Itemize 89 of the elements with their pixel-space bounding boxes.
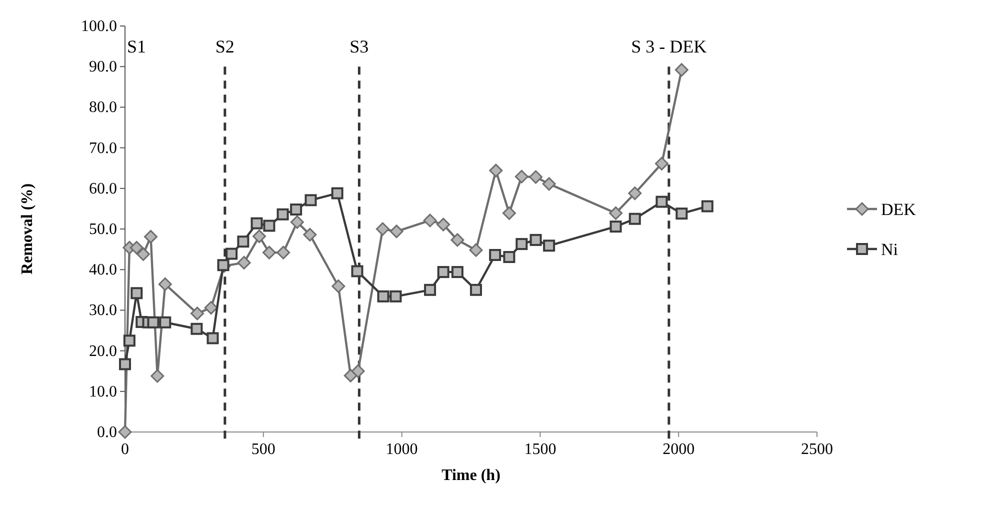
point: [136, 247, 150, 261]
point: [237, 236, 250, 248]
y-tick-label: 30.0: [89, 302, 117, 320]
point: [150, 369, 164, 383]
point: [252, 230, 266, 244]
point: [424, 284, 436, 296]
y-tick-label: 100.0: [81, 18, 117, 35]
x-tick-label: 2500: [801, 441, 833, 458]
point: [654, 156, 668, 170]
point: [332, 279, 346, 293]
x-tick-label: 1500: [524, 441, 556, 458]
point: [226, 248, 238, 260]
point: [529, 170, 543, 184]
y-tick-label: 60.0: [89, 180, 117, 198]
point: [390, 290, 402, 302]
point: [543, 240, 556, 252]
point: [674, 63, 688, 77]
point: [502, 206, 516, 220]
point: [351, 265, 364, 278]
y-tick-label: 50.0: [89, 221, 117, 238]
point: [470, 284, 482, 296]
point: [376, 222, 390, 236]
point: [469, 243, 483, 257]
point: [144, 230, 158, 244]
point: [119, 358, 131, 370]
point: [542, 177, 556, 191]
y-tick-label: 0.0: [97, 424, 117, 441]
point: [437, 266, 450, 278]
point: [609, 206, 623, 220]
ref-line-label: S3: [350, 36, 369, 56]
point: [628, 186, 642, 200]
point: [206, 332, 219, 344]
point: [451, 266, 464, 278]
point: [436, 218, 450, 232]
point: [290, 215, 304, 229]
point: [237, 256, 251, 270]
x-axis-title: Time (h): [442, 467, 500, 484]
point: [423, 214, 437, 228]
point: [701, 200, 714, 212]
y-axis-title: Removal (%): [19, 183, 36, 275]
legend-label: Ni: [881, 240, 898, 259]
point: [262, 246, 276, 260]
point: [158, 277, 172, 291]
point: [377, 290, 390, 302]
x-tick-label: 1000: [386, 441, 418, 458]
y-tick-label: 10.0: [89, 383, 117, 400]
point: [190, 322, 203, 335]
y-tick-label: 70.0: [89, 140, 117, 157]
point: [628, 212, 641, 225]
point: [450, 233, 464, 247]
point: [514, 170, 528, 184]
point: [147, 316, 160, 328]
point: [130, 287, 143, 300]
point: [190, 306, 204, 320]
point: [130, 240, 144, 254]
x-tick-label: 500: [251, 441, 276, 458]
y-tick-label: 80.0: [89, 99, 117, 116]
x-tick-label: 0: [121, 441, 129, 458]
point: [489, 164, 503, 178]
point: [503, 251, 516, 264]
point: [276, 208, 289, 220]
point: [656, 196, 668, 208]
point: [530, 234, 542, 246]
point: [610, 220, 622, 233]
point: [290, 204, 302, 216]
y-tick-label: 40.0: [89, 262, 117, 279]
point: [351, 364, 365, 378]
legend-label: DEK: [881, 200, 917, 219]
y-tick-label: 90.0: [89, 58, 117, 76]
point: [204, 301, 218, 315]
ref-line-label: S 3 - DEK: [631, 36, 707, 56]
annotation: S1: [127, 36, 146, 56]
point: [303, 228, 317, 242]
y-tick-label: 20.0: [89, 342, 117, 360]
point: [159, 316, 172, 328]
point: [489, 248, 502, 261]
x-tick-label: 2000: [662, 441, 695, 458]
point: [276, 246, 290, 260]
ref-line-label: S2: [215, 36, 234, 56]
point: [250, 217, 263, 230]
point: [344, 368, 358, 382]
point: [263, 220, 276, 232]
point: [304, 194, 317, 206]
point: [123, 334, 136, 347]
point: [390, 224, 404, 238]
point: [118, 425, 132, 439]
point: [331, 187, 344, 200]
point: [676, 208, 688, 220]
point: [516, 238, 528, 250]
